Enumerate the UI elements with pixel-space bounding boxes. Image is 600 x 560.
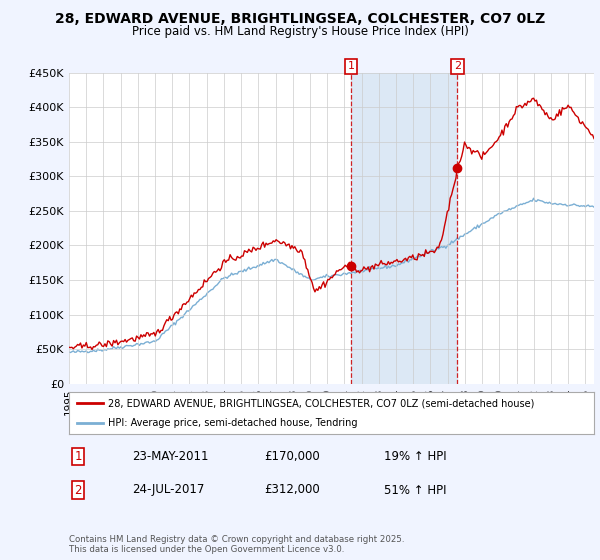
Text: 19% ↑ HPI: 19% ↑ HPI [384,450,446,463]
Text: 28, EDWARD AVENUE, BRIGHTLINGSEA, COLCHESTER, CO7 0LZ (semi-detached house): 28, EDWARD AVENUE, BRIGHTLINGSEA, COLCHE… [109,398,535,408]
Text: £312,000: £312,000 [264,483,320,497]
Bar [351,73,457,384]
Text: HPI: Average price, semi-detached house, Tendring: HPI: Average price, semi-detached house,… [109,418,358,428]
Text: 1: 1 [74,450,82,463]
Text: £170,000: £170,000 [264,450,320,463]
Text: 1: 1 [347,62,355,72]
Text: 51% ↑ HPI: 51% ↑ HPI [384,483,446,497]
Text: Price paid vs. HM Land Registry's House Price Index (HPI): Price paid vs. HM Land Registry's House … [131,25,469,38]
Text: 2: 2 [454,62,461,72]
Text: 28, EDWARD AVENUE, BRIGHTLINGSEA, COLCHESTER, CO7 0LZ: 28, EDWARD AVENUE, BRIGHTLINGSEA, COLCHE… [55,12,545,26]
Text: 23-MAY-2011: 23-MAY-2011 [132,450,209,463]
Text: Contains HM Land Registry data © Crown copyright and database right 2025.
This d: Contains HM Land Registry data © Crown c… [69,535,404,554]
Text: 24-JUL-2017: 24-JUL-2017 [132,483,205,497]
Text: 2: 2 [74,483,82,497]
